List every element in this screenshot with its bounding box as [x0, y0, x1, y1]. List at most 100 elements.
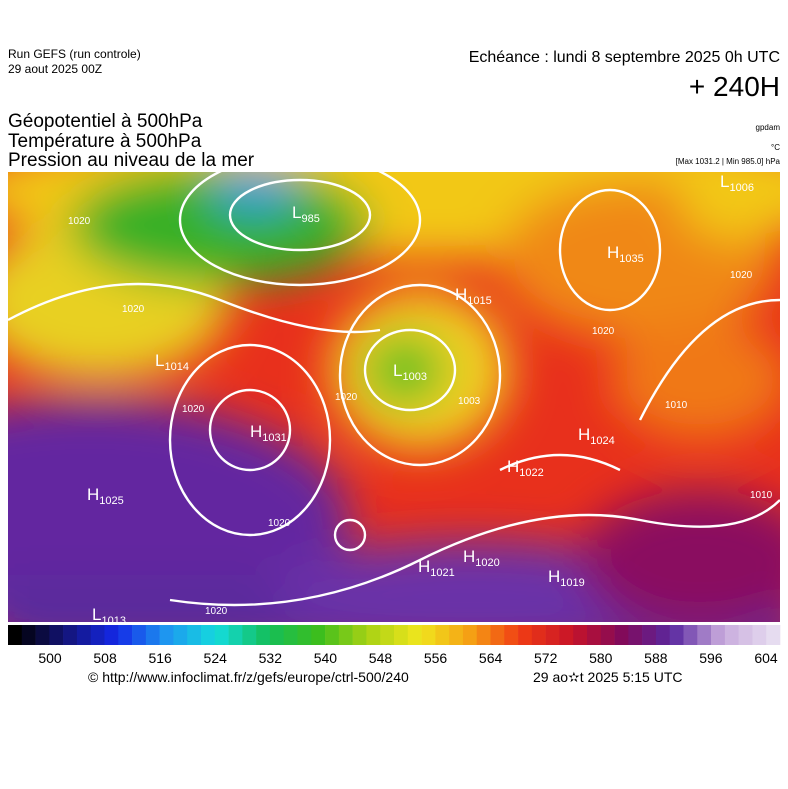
- pressure-centre: L1013: [92, 605, 126, 627]
- colorbar-swatch: [132, 625, 147, 645]
- colorbar-tick-label: 572: [534, 650, 558, 666]
- source-url: © http://www.infoclimat.fr/z/gefs/europe…: [88, 669, 409, 685]
- colorbar-swatch: [545, 625, 560, 645]
- isobar-label: 1003: [458, 396, 481, 407]
- pressure-centre: H1024: [578, 425, 615, 447]
- colorbar-swatch: [90, 625, 105, 645]
- colorbar-swatch: [21, 625, 36, 645]
- colorbar-swatch: [297, 625, 312, 645]
- colorbar-swatch: [228, 625, 243, 645]
- colorbar-swatch: [118, 625, 133, 645]
- title: Géopotentiel à 500hPa: [8, 111, 203, 132]
- map: [8, 172, 780, 622]
- colorbar-swatch: [35, 625, 50, 645]
- colorbar-tick-label: 532: [259, 650, 283, 666]
- colorbar-swatch: [325, 625, 340, 645]
- colorbar-swatch: [214, 625, 229, 645]
- centre-value: 1035: [619, 253, 643, 265]
- centre-kind: L: [393, 361, 402, 380]
- title: Température à 500hPa: [8, 131, 202, 152]
- issue-time: 29 ao✫t 2025 5:15 UTC: [533, 669, 683, 685]
- pressure-centre: L985: [292, 203, 320, 225]
- colorbar-tick-label: 604: [754, 650, 778, 666]
- colorbar-swatch: [614, 625, 629, 645]
- centre-kind: L: [92, 605, 101, 624]
- colorbar-swatch: [421, 625, 436, 645]
- centre-kind: H: [250, 422, 262, 441]
- pressure-centre: H1020: [463, 547, 500, 569]
- centre-value: 1020: [475, 557, 499, 569]
- centre-value: 1025: [99, 495, 123, 507]
- colorbar-swatch: [256, 625, 271, 645]
- colorbar-swatch: [159, 625, 174, 645]
- colorbar-swatch: [587, 625, 602, 645]
- isobar-label: 1020: [335, 392, 358, 403]
- centre-value: 1014: [164, 361, 188, 373]
- isobar-label: 1020: [268, 518, 291, 529]
- centre-kind: H: [548, 567, 560, 586]
- colorbar-swatch: [724, 625, 739, 645]
- isobar-label: 1020: [68, 216, 91, 227]
- centre-kind: H: [418, 557, 430, 576]
- pressure-centre: H1031: [250, 422, 287, 444]
- colorbar-swatch: [104, 625, 119, 645]
- isobar-label: 1010: [665, 400, 688, 411]
- unit: °C: [771, 143, 780, 152]
- isobars: [8, 172, 780, 607]
- isobar-label: 1020: [122, 304, 145, 315]
- colorbar-tick-label: 508: [93, 650, 117, 666]
- valid-time: Echéance : lundi 8 septembre 2025 0h UTC: [469, 49, 780, 66]
- centre-value: 985: [301, 213, 319, 225]
- centre-value: 1031: [262, 432, 286, 444]
- colorbar-swatch: [380, 625, 395, 645]
- colorbar-swatch: [766, 625, 781, 645]
- centre-value: 1003: [402, 371, 426, 383]
- colorbar-tick-label: 516: [148, 650, 172, 666]
- colorbar-swatch: [338, 625, 353, 645]
- colorbar-tick-label: 524: [204, 650, 228, 666]
- colorbar-swatch: [435, 625, 450, 645]
- colorbar-swatch: [738, 625, 753, 645]
- isobar-label: 1020: [205, 606, 228, 617]
- colorbar-tick-label: 540: [314, 650, 338, 666]
- colorbar-swatch: [697, 625, 712, 645]
- isobar-label: 1020: [182, 404, 205, 415]
- colorbar-swatch: [394, 625, 409, 645]
- colorbar-swatch: [669, 625, 684, 645]
- pressure-centre: H1015: [455, 285, 492, 307]
- centre-kind: H: [87, 485, 99, 504]
- centre-value: 1006: [729, 182, 753, 194]
- colorbar-swatch: [76, 625, 92, 645]
- pressure-centre: L1014: [155, 351, 189, 373]
- colorbar-swatch: [269, 625, 285, 645]
- colorbar-swatch: [187, 625, 202, 645]
- centre-kind: L: [292, 203, 301, 222]
- colorbar-swatch: [752, 625, 767, 645]
- colorbar-tick-label: 548: [369, 650, 393, 666]
- centre-kind: H: [455, 285, 467, 304]
- centre-kind: H: [507, 457, 519, 476]
- colorbar-swatch: [407, 625, 422, 645]
- lead-time: + 240H: [689, 71, 780, 102]
- colorbar-swatch: [352, 625, 367, 645]
- pressure-centre: H1021: [418, 557, 455, 579]
- pressure-centre: H1019: [548, 567, 585, 589]
- centre-value: 1024: [590, 435, 614, 447]
- centre-kind: L: [720, 172, 729, 191]
- colorbar-tick-label: 588: [644, 650, 668, 666]
- colorbar-tick-label: 596: [699, 650, 723, 666]
- colorbar-swatch: [63, 625, 78, 645]
- title: Pression au niveau de la mer: [8, 150, 255, 171]
- colorbar-swatch: [449, 625, 464, 645]
- colorbar: 500 508 516 524 532 540 548 556 564 572 580 588 596 6…: [8, 625, 781, 666]
- colorbar-swatch: [462, 625, 478, 645]
- isobar-label: 1020: [592, 326, 615, 337]
- isobar-label: 1010: [750, 490, 773, 501]
- colorbar-swatch: [311, 625, 326, 645]
- colorbar-swatch: [531, 625, 546, 645]
- colorbar-swatch: [173, 625, 188, 645]
- colorbar-swatch: [490, 625, 505, 645]
- centre-value: 1019: [560, 577, 584, 589]
